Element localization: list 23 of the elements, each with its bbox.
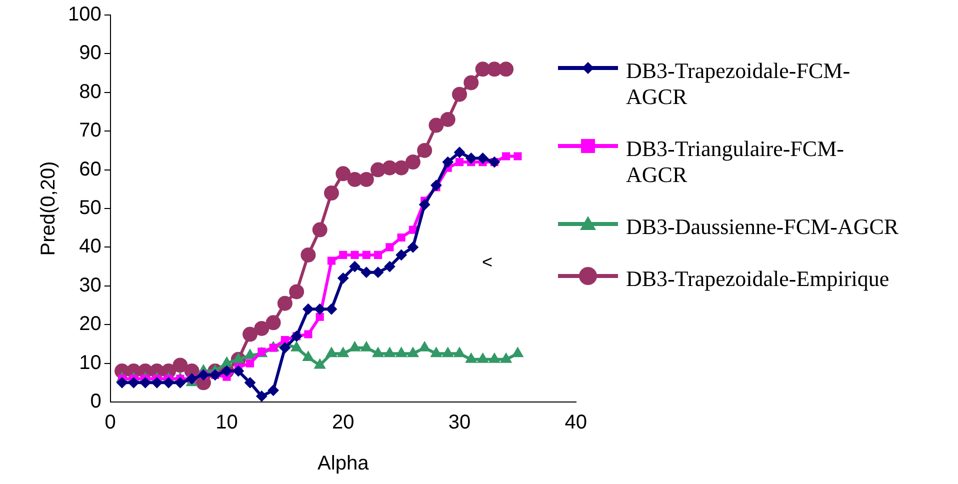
legend-label: DB3-Trapezoidale-Empirique <box>626 266 890 292</box>
x-tick-label: 10 <box>216 412 238 434</box>
y-tick-label: 20 <box>79 313 102 336</box>
y-tick-label: 30 <box>79 274 102 296</box>
y-tick-label: 60 <box>79 158 102 180</box>
x-axis-title: Alpha <box>318 452 370 475</box>
x-tick-label: 30 <box>448 412 471 434</box>
y-tick-label: 0 <box>90 390 102 413</box>
y-tick-label: 10 <box>79 352 102 374</box>
x-tick-label: 0 <box>104 412 116 434</box>
annotation: < <box>482 252 493 273</box>
y-tick-label: 70 <box>79 120 102 142</box>
x-tick-label: 20 <box>332 412 354 434</box>
legend-label: DB3-Triangulaire-FCM-AGCR <box>626 136 845 188</box>
y-tick-label: 40 <box>79 236 102 258</box>
y-axis-title: Pred(0,20) <box>38 161 60 256</box>
y-tick-label: 90 <box>79 42 102 64</box>
x-tick-label: 40 <box>564 412 587 434</box>
legend-label: DB3-Daussienne-FCM-AGCR <box>626 214 900 240</box>
y-tick-label: 100 <box>68 4 102 26</box>
legend-label: DB3-Trapezoidale-FCM-AGCR <box>626 58 852 110</box>
y-tick-label: 80 <box>79 80 102 103</box>
y-tick-label: 50 <box>79 197 102 220</box>
